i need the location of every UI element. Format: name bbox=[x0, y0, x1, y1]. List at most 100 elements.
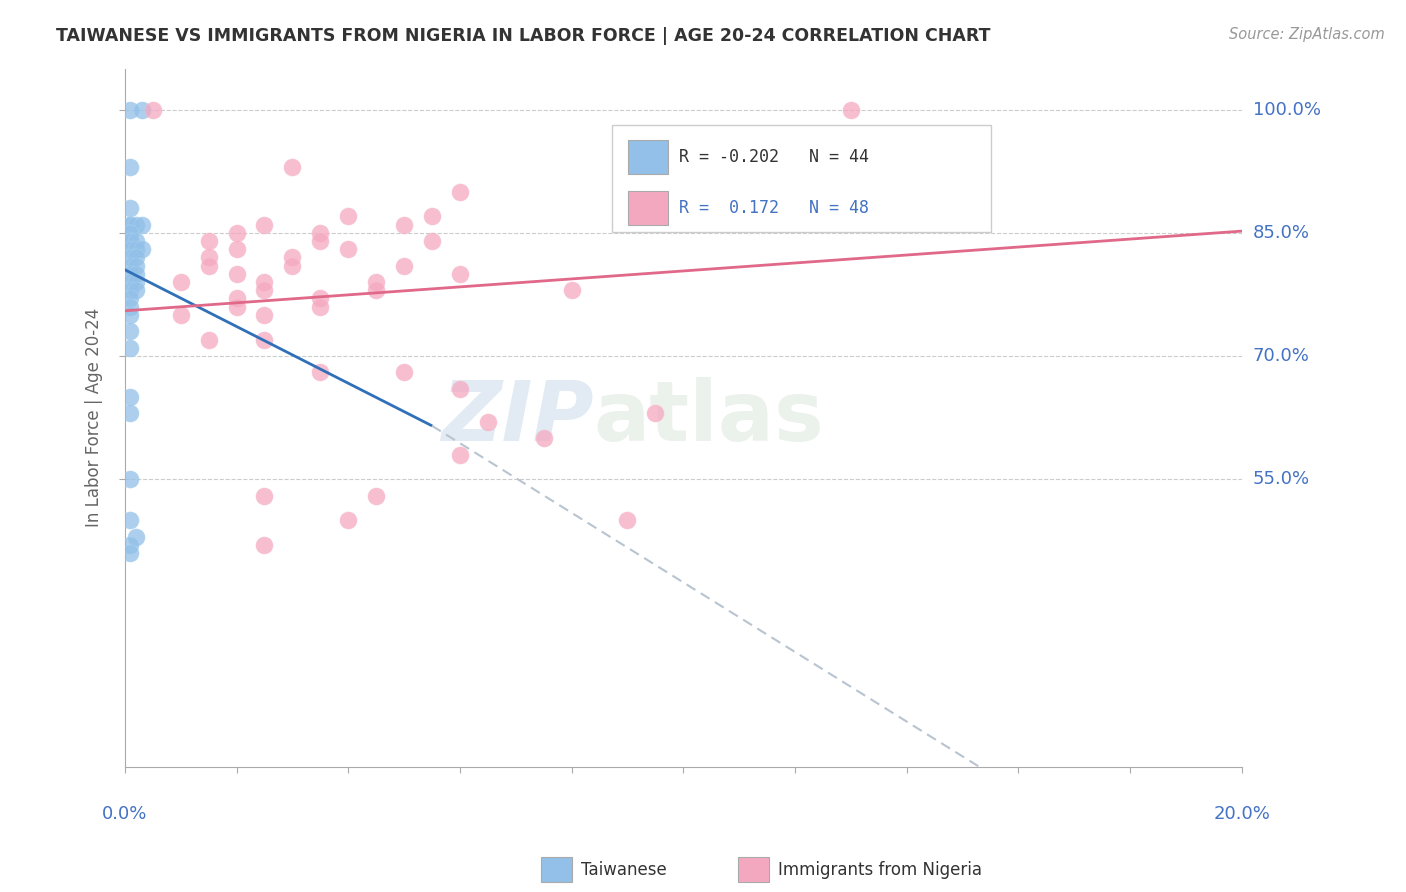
Point bbox=[120, 234, 142, 248]
Point bbox=[120, 226, 142, 240]
Point bbox=[253, 489, 276, 503]
Point bbox=[309, 234, 332, 248]
Point bbox=[120, 283, 142, 297]
Point bbox=[337, 210, 360, 224]
Point bbox=[120, 251, 142, 265]
Point bbox=[125, 259, 148, 273]
Point bbox=[253, 308, 276, 322]
Point bbox=[449, 448, 471, 462]
Point bbox=[120, 218, 142, 232]
Point bbox=[839, 103, 862, 117]
Point bbox=[120, 513, 142, 527]
Point bbox=[309, 300, 332, 314]
Point bbox=[253, 333, 276, 347]
Point bbox=[225, 242, 247, 256]
Point bbox=[281, 251, 304, 265]
Text: TAIWANESE VS IMMIGRANTS FROM NIGERIA IN LABOR FORCE | AGE 20-24 CORRELATION CHAR: TAIWANESE VS IMMIGRANTS FROM NIGERIA IN … bbox=[56, 27, 991, 45]
Point bbox=[169, 275, 191, 289]
Point bbox=[644, 407, 666, 421]
Point bbox=[225, 292, 247, 306]
Point bbox=[225, 226, 247, 240]
Text: 100.0%: 100.0% bbox=[1253, 101, 1320, 119]
Point bbox=[197, 259, 219, 273]
Point bbox=[253, 283, 276, 297]
Point bbox=[449, 382, 471, 396]
Point bbox=[477, 415, 499, 429]
Point bbox=[125, 218, 148, 232]
Point bbox=[125, 275, 148, 289]
Point bbox=[120, 546, 142, 560]
Point bbox=[364, 283, 387, 297]
Point bbox=[281, 160, 304, 174]
Point bbox=[131, 218, 153, 232]
Point bbox=[120, 472, 142, 486]
Point bbox=[125, 530, 148, 544]
Point bbox=[131, 103, 153, 117]
Text: Immigrants from Nigeria: Immigrants from Nigeria bbox=[778, 861, 981, 879]
Point bbox=[125, 234, 148, 248]
Point bbox=[337, 513, 360, 527]
Point bbox=[449, 185, 471, 199]
Point bbox=[120, 292, 142, 306]
Point bbox=[253, 218, 276, 232]
Point bbox=[197, 251, 219, 265]
Point bbox=[337, 242, 360, 256]
Y-axis label: In Labor Force | Age 20-24: In Labor Force | Age 20-24 bbox=[86, 308, 103, 527]
Point bbox=[120, 242, 142, 256]
Text: 20.0%: 20.0% bbox=[1213, 805, 1270, 823]
Point bbox=[253, 538, 276, 552]
Point bbox=[125, 242, 148, 256]
Point bbox=[364, 275, 387, 289]
Point bbox=[392, 218, 415, 232]
Point bbox=[309, 365, 332, 379]
Point bbox=[120, 308, 142, 322]
Point bbox=[120, 407, 142, 421]
Point bbox=[125, 283, 148, 297]
Point bbox=[281, 259, 304, 273]
Point bbox=[120, 538, 142, 552]
Point bbox=[392, 365, 415, 379]
Point bbox=[560, 283, 582, 297]
Text: Taiwanese: Taiwanese bbox=[581, 861, 666, 879]
Point bbox=[309, 292, 332, 306]
Point bbox=[120, 218, 142, 232]
Text: 85.0%: 85.0% bbox=[1253, 224, 1310, 242]
Point bbox=[125, 251, 148, 265]
Text: R = -0.202   N = 44: R = -0.202 N = 44 bbox=[679, 148, 869, 166]
Text: atlas: atlas bbox=[593, 377, 824, 458]
Point bbox=[225, 300, 247, 314]
Point bbox=[309, 226, 332, 240]
Text: R =  0.172   N = 48: R = 0.172 N = 48 bbox=[679, 199, 869, 217]
Text: 55.0%: 55.0% bbox=[1253, 470, 1310, 488]
Point bbox=[120, 226, 142, 240]
Point bbox=[142, 103, 165, 117]
Point bbox=[120, 259, 142, 273]
Text: 70.0%: 70.0% bbox=[1253, 347, 1309, 365]
Text: Source: ZipAtlas.com: Source: ZipAtlas.com bbox=[1229, 27, 1385, 42]
Point bbox=[125, 267, 148, 281]
Point bbox=[420, 234, 443, 248]
Point bbox=[131, 242, 153, 256]
Text: 0.0%: 0.0% bbox=[103, 805, 148, 823]
Point bbox=[120, 390, 142, 404]
Point bbox=[364, 489, 387, 503]
Point bbox=[449, 267, 471, 281]
Point bbox=[120, 324, 142, 338]
Point bbox=[197, 234, 219, 248]
Point bbox=[197, 333, 219, 347]
Point bbox=[120, 103, 142, 117]
Point bbox=[120, 201, 142, 215]
Point bbox=[120, 300, 142, 314]
Point bbox=[225, 267, 247, 281]
Text: ZIP: ZIP bbox=[441, 377, 593, 458]
Point bbox=[392, 259, 415, 273]
Point bbox=[120, 275, 142, 289]
Point bbox=[253, 275, 276, 289]
Point bbox=[533, 431, 555, 445]
Point bbox=[120, 160, 142, 174]
Point bbox=[120, 341, 142, 355]
Point bbox=[120, 267, 142, 281]
Point bbox=[169, 308, 191, 322]
Point bbox=[420, 210, 443, 224]
Point bbox=[120, 234, 142, 248]
